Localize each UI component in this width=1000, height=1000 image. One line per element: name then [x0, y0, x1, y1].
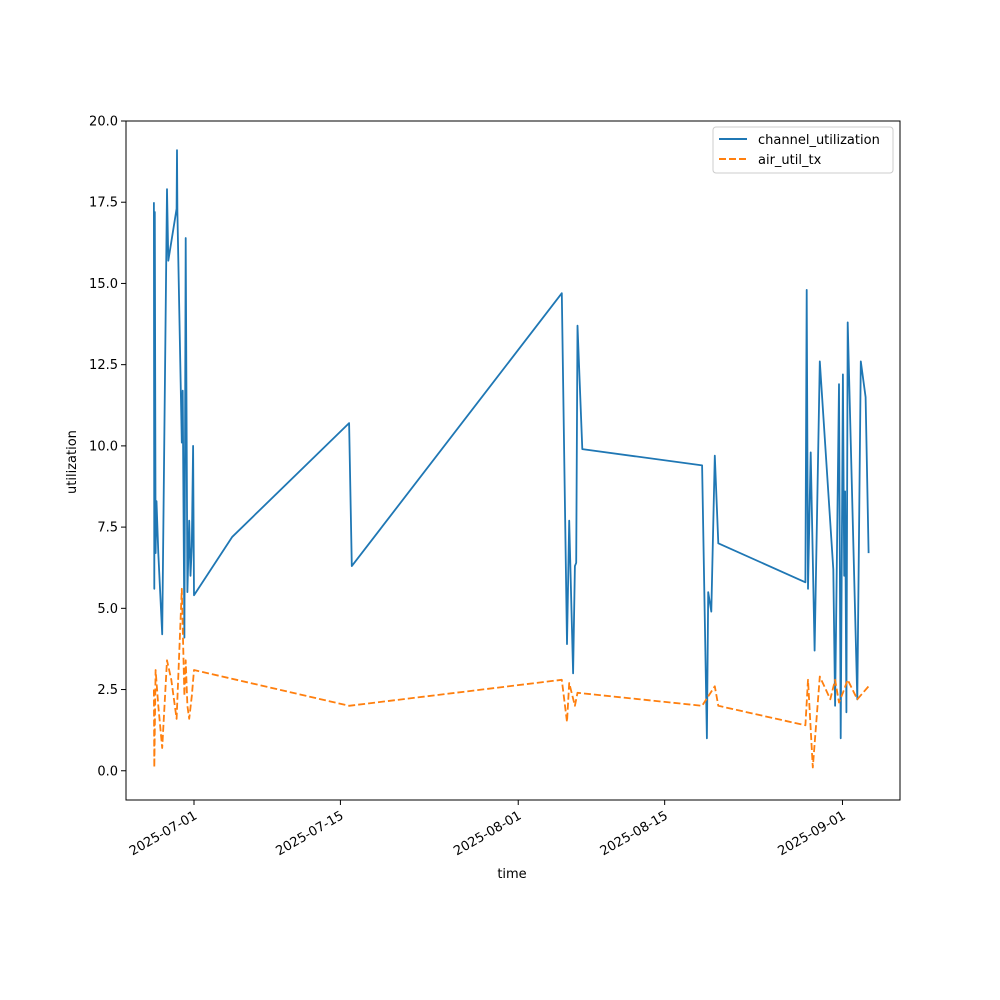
series-group	[152, 149, 870, 769]
series-line-channel-utilization	[152, 149, 870, 740]
y-tick-label: 20.0	[89, 115, 118, 130]
y-tick-label: 0.0	[97, 764, 118, 779]
series-line-air-util-tx	[153, 587, 870, 769]
y-tick-label: 5.0	[97, 602, 118, 617]
legend-box	[712, 126, 894, 174]
plot-frame	[125, 120, 901, 801]
x-axis-label: time	[497, 867, 526, 882]
y-axis: 0.0 2.5 5.0 7.5 10.0 12.5 15.0 17.5 20.0	[89, 115, 126, 779]
y-tick-label: 7.5	[97, 521, 118, 536]
legend-label-channel-utilization: channel_utilization	[758, 133, 880, 148]
y-axis-label: utilization	[65, 430, 80, 494]
y-tick-label: 15.0	[89, 277, 118, 292]
legend: channel_utilization air_util_tx	[712, 126, 894, 174]
y-tick-label: 2.5	[97, 683, 118, 698]
legend-label-air-util-tx: air_util_tx	[758, 153, 822, 168]
y-tick-label: 10.0	[89, 439, 118, 454]
y-tick-label: 17.5	[89, 196, 118, 211]
y-tick-label: 12.5	[89, 358, 118, 373]
